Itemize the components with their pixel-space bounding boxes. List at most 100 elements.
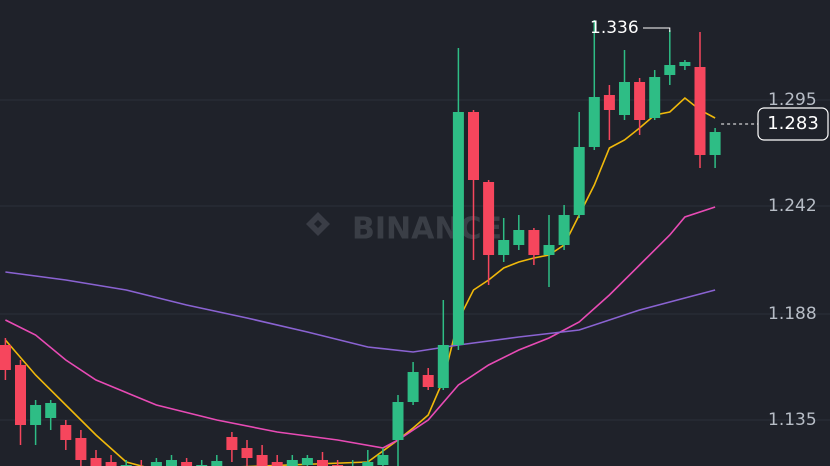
candle (709, 128, 721, 168)
moving-average-line (5, 271, 716, 353)
candle-body (634, 82, 646, 120)
candle-body (286, 460, 298, 466)
candle-body (181, 462, 193, 466)
candle (392, 395, 404, 466)
candle (528, 228, 540, 265)
candle (317, 452, 328, 466)
last-price-box (757, 107, 829, 141)
candle-body (105, 462, 117, 466)
candle-body (694, 67, 706, 155)
candle-body (468, 112, 479, 180)
candle-body (437, 345, 449, 388)
candle-body (150, 462, 162, 466)
candle (558, 205, 570, 250)
candle-body (90, 458, 102, 466)
candle (150, 458, 162, 466)
candle (422, 368, 434, 390)
candle-body (498, 240, 510, 255)
candle-body (75, 438, 87, 460)
candle (437, 300, 449, 390)
candle-body (603, 95, 615, 110)
candle (140, 460, 143, 466)
candle (498, 218, 510, 262)
candle (573, 112, 585, 218)
candle-body (377, 455, 389, 465)
candle-body (0, 345, 11, 370)
max-price-label: 1.336 (590, 18, 639, 38)
watermark-logo (306, 212, 330, 236)
candle-body (362, 462, 374, 466)
candle (301, 455, 313, 466)
candle-body (483, 182, 495, 255)
candle-body (679, 62, 691, 66)
candle-body (392, 402, 404, 440)
candle-body (30, 405, 42, 425)
candle-body (619, 82, 630, 115)
candle-body (513, 230, 525, 245)
candle-body (15, 365, 26, 425)
candle (30, 400, 42, 445)
y-tick-label: 1.135 (768, 410, 817, 430)
candle (181, 458, 193, 466)
candle (286, 455, 298, 466)
y-tick-label: 1.188 (768, 304, 817, 324)
candle-body (422, 375, 434, 387)
candle (452, 48, 464, 350)
candle (694, 32, 706, 168)
moving-average-line (5, 206, 716, 449)
candle-body (256, 455, 268, 466)
candle (351, 460, 354, 466)
candle (649, 70, 661, 120)
candle-body (452, 112, 464, 345)
candle-body (166, 460, 177, 466)
candle-body (649, 77, 661, 118)
candle-body (573, 147, 585, 215)
candle-body (543, 245, 555, 255)
candle-body (528, 230, 540, 255)
candle (90, 450, 102, 466)
candle (362, 450, 374, 466)
candle (226, 432, 238, 462)
candle (634, 78, 646, 135)
watermark: BINANCE (352, 212, 502, 247)
candle-body (407, 372, 419, 402)
moving-average-line (4, 96, 716, 466)
candle (211, 455, 223, 466)
candle (513, 215, 525, 250)
candle (15, 360, 26, 445)
candle-body (664, 65, 676, 75)
candle-body (45, 403, 57, 418)
last-price-label: 1.283 (767, 113, 819, 134)
candle (543, 215, 555, 287)
candle (619, 50, 630, 120)
candle (483, 180, 495, 285)
candle-body (60, 425, 72, 440)
candle (60, 420, 72, 450)
candle-body (241, 448, 253, 458)
candle (166, 455, 177, 466)
max-price-marker (643, 27, 671, 32)
candle-body (588, 97, 600, 147)
candle (241, 440, 253, 466)
candle (407, 362, 419, 405)
candle (468, 110, 479, 260)
candle (377, 448, 389, 466)
candle-body (301, 458, 313, 465)
candle-body (558, 215, 570, 245)
candle-body (226, 437, 238, 450)
candle (105, 455, 117, 466)
candle-body (709, 132, 721, 155)
y-tick-label: 1.295 (768, 90, 817, 110)
candle (0, 338, 11, 380)
candle (271, 455, 283, 466)
candle (603, 85, 615, 140)
candle (679, 60, 691, 70)
y-tick-label: 1.242 (768, 196, 817, 216)
candle (588, 20, 600, 150)
candle-body (317, 460, 328, 466)
candle-body (271, 462, 283, 466)
candle (45, 400, 57, 430)
candle (664, 30, 676, 85)
candle (75, 430, 87, 466)
